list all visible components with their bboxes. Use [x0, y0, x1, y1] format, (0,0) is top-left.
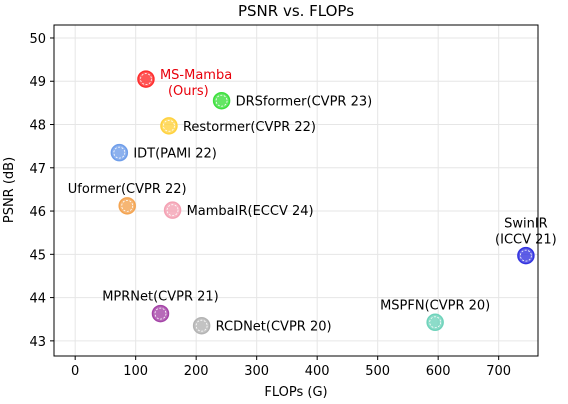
x-tick-label: 600	[426, 364, 451, 379]
x-axis-ticks: 0 100 200 300 400 500 600 700	[71, 356, 511, 379]
scatter-point-ring	[520, 249, 532, 262]
scatter-point-ring	[195, 319, 208, 332]
y-tick-label: 45	[29, 248, 46, 263]
y-tick-label: 50	[29, 32, 46, 47]
x-tick-label: 500	[365, 364, 390, 379]
point-label: Uformer(CVPR 22)	[68, 182, 187, 197]
point-label: Restormer(CVPR 22)	[183, 120, 316, 135]
y-tick-label: 49	[29, 75, 46, 90]
y-axis-ticks: 43 44 45 46 47 48 49 50	[29, 32, 54, 350]
point-label-line2: (ICCV 21)	[495, 233, 557, 248]
y-tick-label: 46	[29, 205, 46, 220]
scatter-point-ring	[166, 204, 179, 217]
scatter-point-ring	[215, 94, 228, 107]
y-tick-label: 43	[29, 335, 46, 350]
y-tick-label: 44	[29, 292, 46, 307]
x-tick-label: 400	[305, 364, 330, 379]
x-tick-label: 700	[486, 364, 511, 379]
point-label: MPRNet(CVPR 21)	[102, 290, 219, 305]
scatter-point-ring	[429, 316, 442, 329]
y-axis-label: PSNR (dB)	[2, 157, 17, 223]
data-points: MS-Mamba(Ours) DRSformer(CVPR 23) Restorme…	[68, 68, 557, 335]
point-label: MS-Mamba	[160, 68, 232, 83]
x-tick-label: 100	[123, 364, 148, 379]
scatter-point-ring	[113, 146, 126, 159]
scatter-point-ring	[121, 199, 134, 212]
x-axis-label: FLOPs (G)	[264, 385, 327, 400]
scatter-point-ring	[154, 307, 167, 320]
point-label: DRSformer(CVPR 23)	[236, 95, 373, 110]
scatter-point-ring	[163, 119, 175, 132]
point-label: SwinIR	[504, 217, 548, 232]
point-label: IDT(PAMI 22)	[133, 147, 217, 162]
x-tick-label: 300	[244, 364, 269, 379]
x-tick-label: 0	[71, 364, 79, 379]
grid-lines	[54, 25, 538, 356]
chart-title: PSNR vs. FLOPs	[238, 2, 354, 20]
scatter-point-ring	[140, 73, 152, 85]
y-tick-label: 48	[29, 119, 46, 134]
plot-frame	[53, 24, 539, 357]
point-label: MambaIR(ECCV 24)	[187, 204, 314, 219]
y-tick-label: 47	[29, 162, 46, 177]
point-label: MSPFN(CVPR 20)	[380, 298, 490, 313]
point-label: RCDNet(CVPR 20)	[216, 320, 332, 335]
x-tick-label: 200	[184, 364, 209, 379]
point-label-line2: (Ours)	[168, 84, 209, 99]
